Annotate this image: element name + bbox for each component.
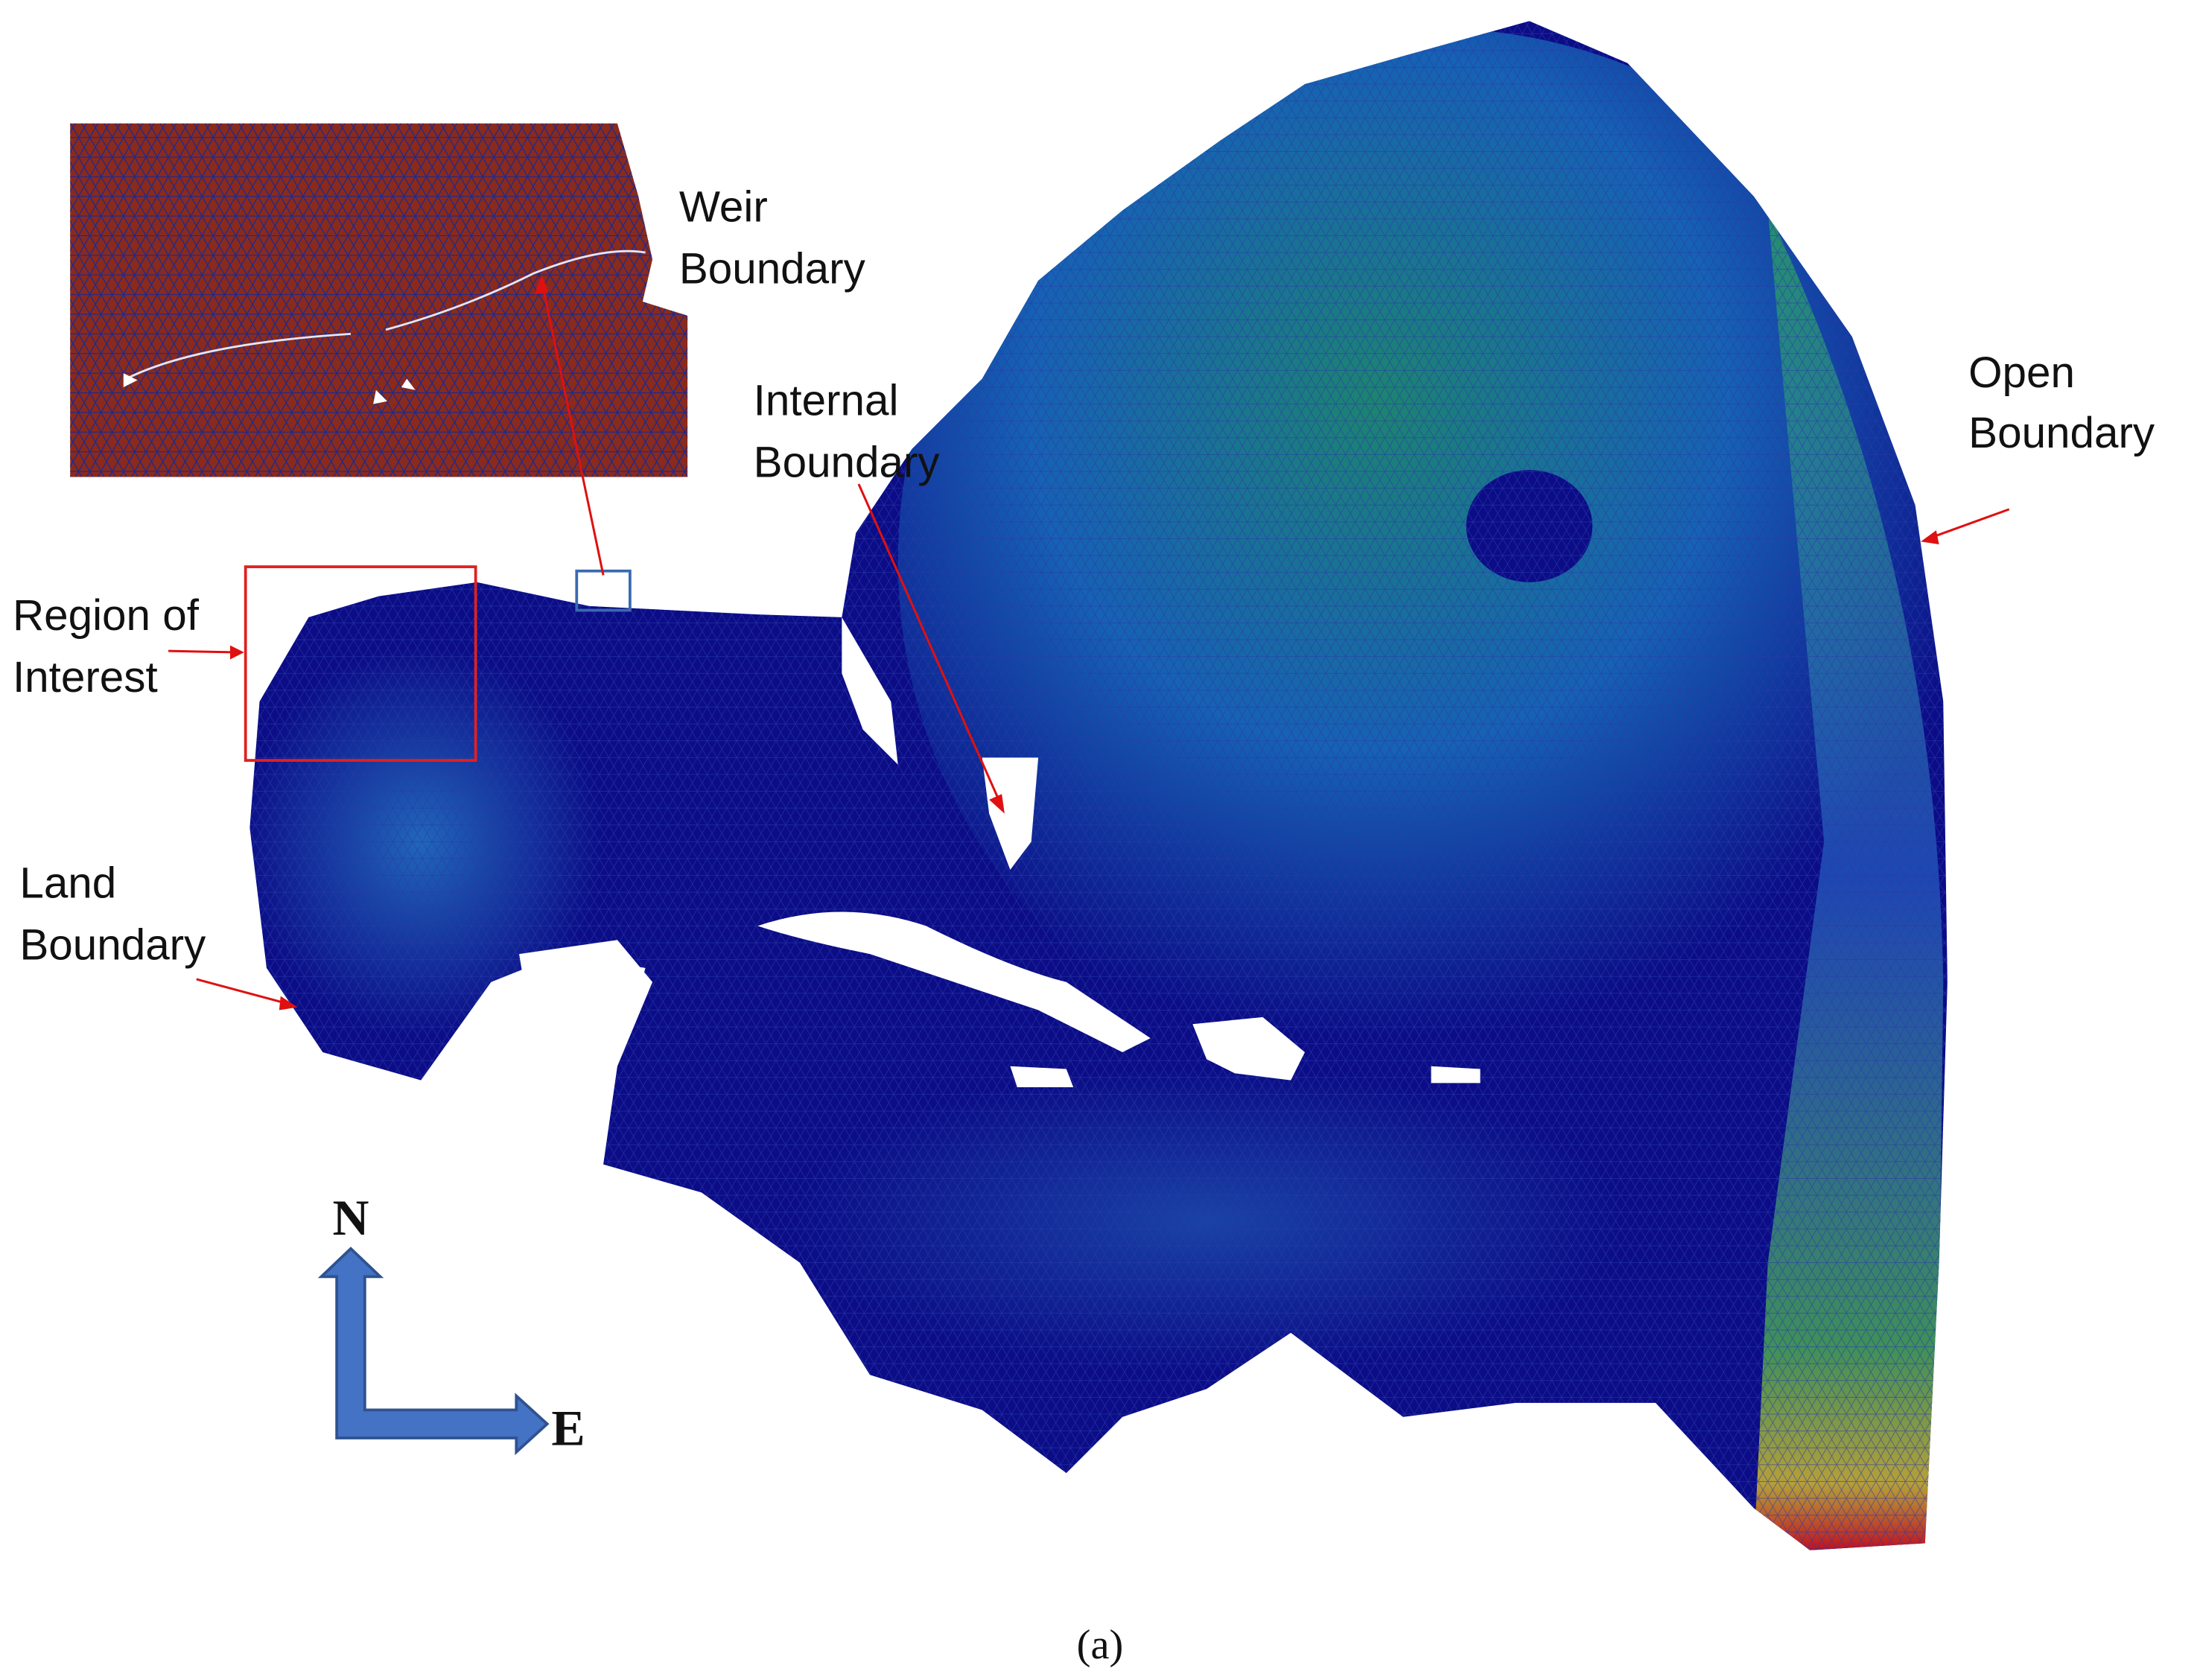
compass: N E: [317, 1190, 585, 1456]
hispaniola: [1192, 1016, 1306, 1081]
label: Region of: [13, 591, 200, 640]
arrows: [168, 275, 2010, 1011]
region-box: [244, 565, 477, 762]
label: Interest: [13, 653, 158, 701]
label: Weir: [679, 183, 768, 232]
open-arrow: [1927, 508, 2010, 540]
weir-arrow: [540, 280, 605, 576]
internal-arrow: [857, 483, 1003, 807]
weir-line: [125, 249, 646, 380]
caption: (a): [1077, 1622, 1124, 1668]
bahamas: [982, 757, 1039, 871]
arrowhead: [229, 645, 244, 660]
label: Land: [19, 859, 116, 908]
yucatan: [519, 940, 653, 1081]
land: [519, 757, 1481, 1088]
arrowhead: [1921, 530, 1939, 544]
label: Boundary: [754, 439, 941, 487]
label: Open: [1968, 349, 2075, 397]
markers: [123, 373, 416, 404]
north-label: N: [332, 1190, 369, 1246]
label: Boundary: [679, 245, 866, 293]
label: Boundary: [19, 921, 206, 970]
label: Internal: [754, 377, 899, 425]
label: Boundary: [1968, 409, 2155, 457]
puerto-rico: [1431, 1066, 1481, 1084]
region-arrow: [168, 649, 239, 654]
jamaica: [1010, 1066, 1074, 1088]
inset: [70, 123, 688, 477]
arrowhead: [534, 275, 549, 295]
arrowhead: [989, 794, 1005, 814]
land-arrow: [196, 978, 291, 1006]
east-label: E: [551, 1400, 585, 1456]
arrowhead: [279, 996, 298, 1011]
zoom-box: [575, 569, 632, 612]
cuba: [757, 911, 1151, 1052]
